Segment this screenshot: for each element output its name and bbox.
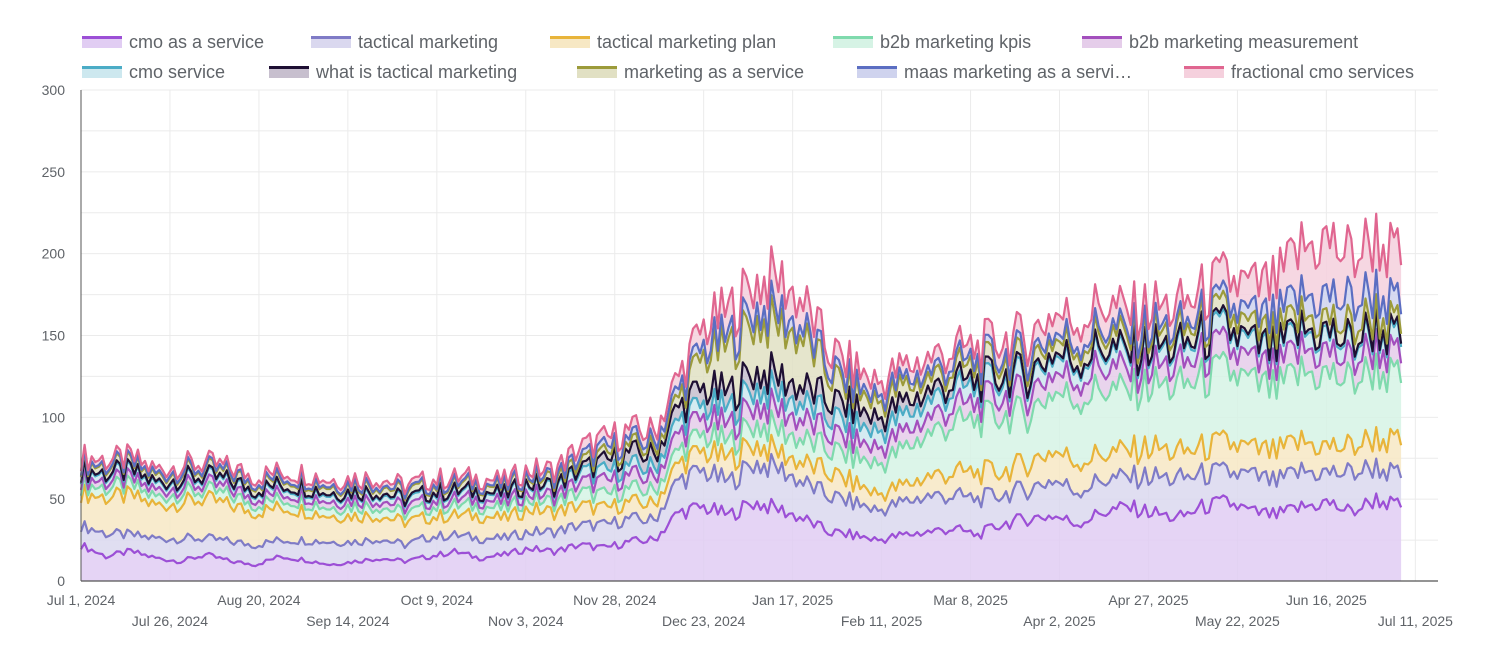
- x-tick-label: Dec 23, 2024: [662, 613, 745, 629]
- legend-item[interactable]: b2b marketing measurement: [1082, 32, 1358, 52]
- x-tick-label: Nov 3, 2024: [488, 613, 564, 629]
- y-tick-label: 250: [42, 164, 66, 180]
- legend-item[interactable]: b2b marketing kpis: [833, 32, 1031, 52]
- legend-label: cmo as a service: [129, 32, 264, 52]
- legend-swatch-line: [82, 36, 122, 39]
- line-fractional-cmo-services: [79, 212, 1403, 496]
- legend-item[interactable]: cmo service: [82, 62, 225, 82]
- x-tick-label: Apr 27, 2025: [1108, 592, 1188, 608]
- y-tick-label: 300: [42, 82, 66, 98]
- legend-swatch: [269, 68, 309, 78]
- legend-label: what is tactical marketing: [315, 62, 517, 82]
- x-tick-label: Jul 1, 2024: [47, 592, 116, 608]
- x-tick-label: Jan 17, 2025: [752, 592, 833, 608]
- legend-label: tactical marketing: [358, 32, 498, 52]
- legend-swatch-line: [269, 66, 309, 69]
- x-tick-label: May 22, 2025: [1195, 613, 1280, 629]
- legend-swatch: [311, 38, 351, 48]
- x-tick-label: Feb 11, 2025: [841, 613, 923, 629]
- y-tick-label: 200: [42, 246, 66, 262]
- series-lines: [79, 212, 1403, 568]
- legend-swatch: [577, 68, 617, 78]
- legend-swatch-line: [82, 66, 122, 69]
- legend-swatch: [82, 38, 122, 48]
- legend-swatch: [833, 38, 873, 48]
- axes: [80, 90, 1438, 582]
- legend-item[interactable]: maas marketing as a servi…: [857, 62, 1132, 82]
- legend-item[interactable]: tactical marketing: [311, 32, 498, 52]
- line-tactical-marketing: [79, 452, 1403, 550]
- line-b2b-marketing-kpis: [79, 350, 1403, 521]
- area-cmo-as-a-service: [81, 493, 1402, 581]
- legend-swatch: [550, 38, 590, 48]
- legend-swatch-line: [833, 36, 873, 39]
- y-tick-label: 50: [49, 491, 65, 507]
- y-tick-label: 0: [57, 573, 65, 589]
- x-tick-label: Jun 16, 2025: [1286, 592, 1367, 608]
- legend-swatch: [82, 68, 122, 78]
- legend-item[interactable]: cmo as a service: [82, 32, 264, 52]
- x-tick-label: Apr 2, 2025: [1023, 613, 1096, 629]
- legend-label: fractional cmo services: [1231, 62, 1414, 82]
- line-tactical-marketing-plan: [79, 426, 1403, 529]
- legend-item[interactable]: marketing as a service: [577, 62, 804, 82]
- legend-swatch-line: [1082, 36, 1122, 39]
- x-tick-label: Jul 26, 2024: [132, 613, 208, 629]
- x-tick-label: Sep 14, 2024: [306, 613, 390, 629]
- y-axis-ticks: 0 50 100 150 200 250 300: [42, 82, 66, 589]
- legend-item[interactable]: tactical marketing plan: [550, 32, 776, 52]
- x-tick-label: Aug 20, 2024: [217, 592, 301, 608]
- legend-label: b2b marketing kpis: [880, 32, 1031, 52]
- line-cmo-as-a-service: [80, 492, 1403, 568]
- legend-label: b2b marketing measurement: [1129, 32, 1358, 52]
- x-axis-ticks: Jul 1, 2024 Aug 20, 2024 Oct 9, 2024 Nov 28…: [47, 592, 1453, 629]
- legend-swatch-line: [311, 36, 351, 39]
- legend-swatch-line: [1184, 66, 1224, 69]
- legend-swatch-line: [577, 66, 617, 69]
- x-tick-label: Oct 9, 2024: [401, 592, 474, 608]
- legend-swatch: [857, 68, 897, 78]
- line-what-is-tactical-marketing: [79, 304, 1403, 508]
- legend-label: tactical marketing plan: [597, 32, 776, 52]
- legend-swatch-line: [857, 66, 897, 69]
- y-tick-label: 100: [42, 409, 66, 425]
- y-tick-label: 150: [42, 328, 66, 344]
- x-tick-label: Nov 28, 2024: [573, 592, 656, 608]
- x-tick-label: Jul 11, 2025: [1378, 613, 1453, 629]
- legend-swatch: [1082, 38, 1122, 48]
- legend-item[interactable]: fractional cmo services: [1184, 62, 1414, 82]
- legend-swatch: [1184, 68, 1224, 78]
- legend-label: marketing as a service: [624, 62, 804, 82]
- legend-label: cmo service: [129, 62, 225, 82]
- x-tick-label: Mar 8, 2025: [933, 592, 1008, 608]
- line-b2b-marketing-measurement: [79, 325, 1403, 515]
- legend-label: maas marketing as a servi…: [904, 62, 1132, 82]
- legend: cmo as a service tactical marketing tactic…: [82, 32, 1414, 82]
- legend-swatch-line: [550, 36, 590, 39]
- legend-item[interactable]: what is tactical marketing: [269, 62, 517, 82]
